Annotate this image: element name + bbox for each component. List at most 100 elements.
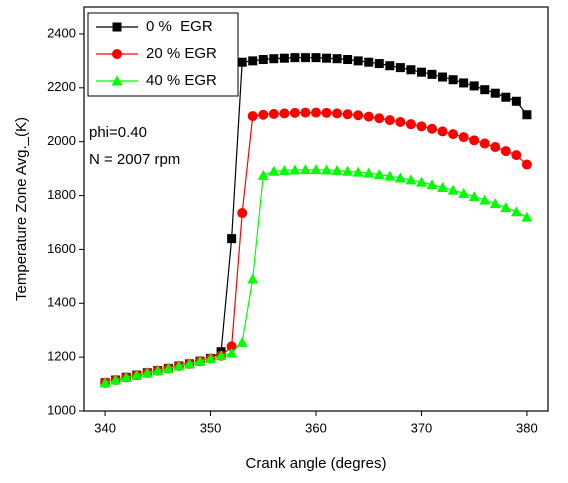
marker	[480, 85, 490, 95]
marker	[236, 336, 248, 347]
legend-label: 40 % EGR	[146, 72, 217, 89]
x-tick-label: 380	[516, 420, 538, 435]
marker	[373, 169, 385, 180]
marker	[226, 341, 237, 352]
marker	[394, 172, 406, 183]
marker	[490, 142, 501, 153]
y-tick-label: 1200	[47, 349, 76, 364]
marker	[405, 174, 417, 185]
marker	[311, 53, 321, 63]
marker	[342, 109, 353, 120]
y-tick-label: 1000	[47, 402, 76, 417]
legend-marker	[112, 22, 122, 32]
y-tick-label: 2000	[47, 133, 76, 148]
marker	[511, 150, 522, 161]
marker	[468, 191, 480, 202]
marker	[141, 367, 153, 378]
marker	[131, 369, 143, 380]
marker	[247, 273, 259, 284]
marker	[395, 63, 405, 73]
marker	[258, 109, 269, 120]
marker	[437, 181, 449, 192]
marker	[426, 179, 438, 190]
marker	[289, 164, 301, 175]
x-axis-label: Crank angle (degres)	[246, 455, 387, 472]
marker	[332, 54, 342, 64]
marker	[205, 352, 217, 363]
marker	[384, 170, 396, 181]
marker	[458, 187, 470, 198]
marker	[258, 55, 268, 65]
marker	[300, 107, 311, 118]
marker	[479, 138, 490, 149]
marker	[448, 129, 459, 140]
marker	[469, 81, 479, 91]
marker	[343, 55, 353, 65]
annotation: phi=0.40	[89, 124, 147, 141]
marker	[322, 53, 332, 63]
marker	[447, 184, 459, 195]
marker	[489, 198, 501, 209]
marker	[448, 75, 458, 85]
legend-label: 20 % EGR	[146, 45, 217, 62]
marker	[237, 57, 247, 67]
marker	[321, 107, 332, 118]
legend-label: 0 % EGR	[146, 18, 213, 35]
marker	[247, 111, 258, 122]
marker	[269, 54, 279, 64]
marker	[152, 365, 164, 376]
marker	[437, 126, 448, 137]
legend-marker	[112, 49, 122, 59]
marker	[395, 117, 406, 128]
marker	[510, 206, 522, 217]
annotation: N = 2007 rpm	[89, 151, 180, 168]
marker	[427, 123, 437, 134]
x-tick-label: 350	[200, 420, 222, 435]
marker	[268, 165, 280, 176]
y-tick-label: 1400	[47, 295, 76, 310]
marker	[342, 165, 354, 176]
y-axis-label: Temperature Zone Avg._(K)	[13, 117, 30, 301]
marker	[289, 107, 300, 118]
marker	[458, 132, 469, 143]
y-tick-label: 1800	[47, 187, 76, 202]
marker	[374, 59, 384, 69]
y-tick-label: 2200	[47, 79, 76, 94]
marker	[363, 111, 374, 122]
marker	[183, 358, 195, 369]
marker	[268, 108, 279, 119]
marker	[416, 121, 427, 132]
marker	[299, 164, 311, 175]
marker	[364, 57, 374, 67]
marker	[511, 96, 521, 106]
marker	[427, 69, 437, 79]
marker	[385, 61, 395, 71]
marker	[522, 110, 532, 120]
marker	[500, 146, 511, 157]
marker	[438, 72, 448, 82]
marker	[237, 208, 248, 219]
marker	[226, 347, 238, 358]
marker	[459, 78, 469, 88]
series-line	[104, 57, 528, 384]
marker	[279, 108, 290, 119]
marker	[406, 65, 416, 75]
marker	[248, 56, 258, 66]
marker	[415, 176, 427, 187]
marker	[162, 362, 174, 373]
marker	[311, 107, 321, 118]
x-tick-label: 340	[94, 420, 116, 435]
marker	[99, 377, 111, 388]
marker	[173, 360, 185, 371]
marker	[416, 67, 426, 77]
marker	[332, 108, 343, 119]
marker	[490, 88, 500, 98]
marker	[353, 110, 364, 121]
marker	[257, 169, 269, 180]
marker	[384, 115, 395, 126]
x-tick-label: 370	[411, 420, 433, 435]
marker	[120, 371, 132, 382]
marker	[290, 53, 300, 63]
marker	[215, 350, 227, 361]
